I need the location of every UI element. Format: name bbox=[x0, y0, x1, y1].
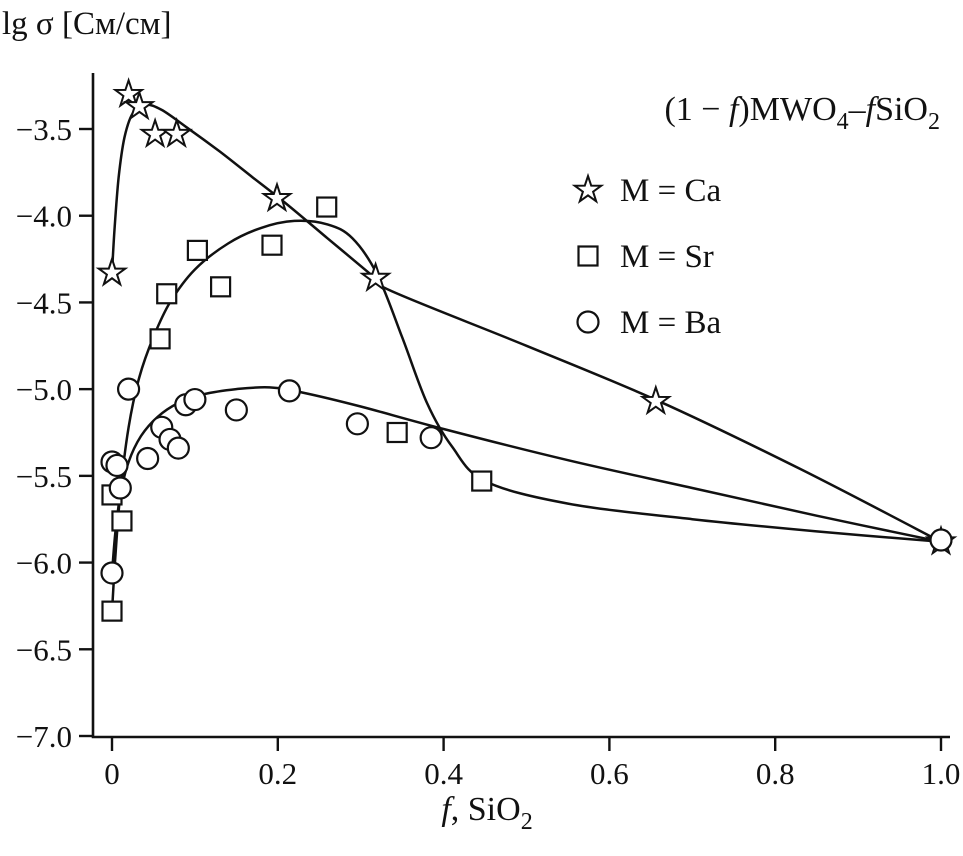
marker-star bbox=[112, 77, 145, 109]
y-tick-label: −5.5 bbox=[16, 459, 72, 494]
x-tick-label: 0.4 bbox=[424, 756, 463, 791]
x-tick-label: 0.2 bbox=[258, 756, 297, 791]
marker-circle bbox=[108, 476, 132, 500]
x-axis-title: f, SiO2 bbox=[441, 791, 532, 835]
marker-square bbox=[149, 328, 171, 350]
y-tick-label: −5.0 bbox=[16, 372, 72, 407]
series-points-star bbox=[95, 77, 958, 556]
marker-square bbox=[261, 234, 283, 256]
marker-star bbox=[95, 255, 129, 287]
marker-circle bbox=[116, 377, 141, 401]
marker-circle bbox=[576, 310, 600, 334]
marker-circle bbox=[105, 453, 129, 478]
marker-square bbox=[209, 276, 232, 298]
marker-circle bbox=[277, 379, 302, 403]
marker-circle bbox=[166, 436, 190, 460]
y-tick-label: −7.0 bbox=[16, 719, 72, 754]
marker-circle bbox=[929, 528, 953, 552]
y-tick-label: −6.0 bbox=[16, 546, 72, 581]
marker-square bbox=[101, 600, 123, 622]
marker-circle bbox=[183, 387, 207, 412]
series-points-square bbox=[101, 196, 493, 622]
marker-circle bbox=[419, 426, 443, 450]
marker-star bbox=[359, 260, 392, 293]
y-tick-label: −4.5 bbox=[16, 285, 72, 320]
y-tick-label: −6.5 bbox=[16, 632, 72, 667]
y-axis-title: lg σ [См/см] bbox=[2, 6, 172, 42]
marker-square bbox=[156, 283, 178, 305]
x-tick-label: 1.0 bbox=[922, 756, 961, 791]
marker-star bbox=[160, 116, 194, 149]
series-curve-circle bbox=[110, 386, 943, 575]
marker-star bbox=[639, 384, 673, 416]
chart-annotation: (1 − f)MWO4–fSiO2 bbox=[664, 91, 940, 135]
legend-label: M = Sr bbox=[620, 239, 714, 275]
marker-circle bbox=[224, 398, 248, 422]
legend: M = Ca M = Sr M = Ba bbox=[571, 172, 721, 341]
legend-label: M = Ba bbox=[620, 305, 721, 341]
y-tick-label: −4.0 bbox=[16, 199, 72, 234]
axes bbox=[91, 73, 950, 739]
x-tick-label: 0 bbox=[104, 756, 120, 791]
marker-square bbox=[386, 421, 408, 444]
marker-square bbox=[111, 510, 133, 532]
y-tick-label: −3.5 bbox=[16, 112, 72, 147]
marker-square bbox=[577, 245, 599, 267]
series-curve-star bbox=[110, 103, 943, 544]
marker-star bbox=[260, 181, 294, 213]
x-tick-label: 0.6 bbox=[590, 756, 629, 791]
x-tick-label: 0.8 bbox=[756, 756, 795, 791]
legend-label: M = Ca bbox=[620, 173, 721, 209]
marker-star bbox=[138, 117, 172, 149]
marker-circle bbox=[345, 412, 369, 436]
marker-circle bbox=[100, 561, 124, 585]
marker-star bbox=[122, 89, 156, 121]
marker-square bbox=[186, 239, 208, 261]
series-points-circle bbox=[100, 377, 953, 585]
marker-circle bbox=[136, 446, 160, 471]
marker-star bbox=[571, 172, 605, 204]
marker-square bbox=[316, 196, 338, 218]
marker-square bbox=[471, 470, 493, 492]
